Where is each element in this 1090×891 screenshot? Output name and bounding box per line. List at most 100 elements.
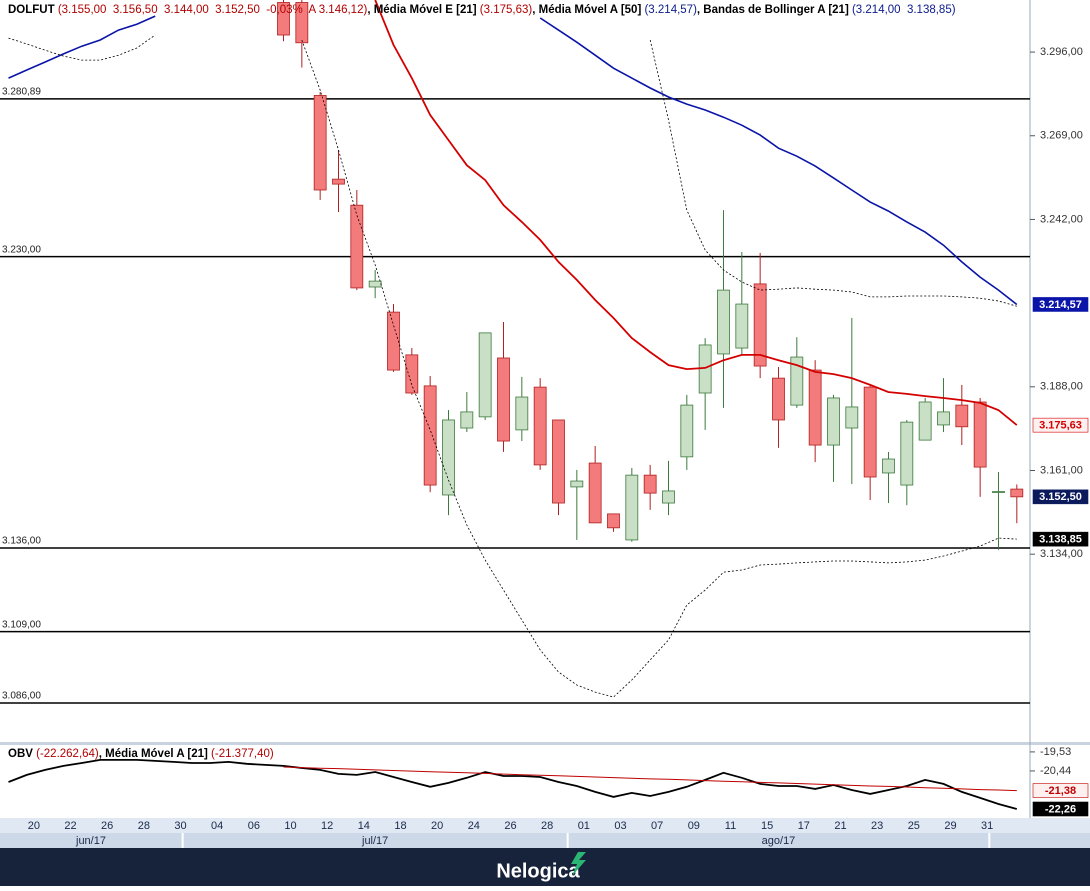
candle-body	[588, 462, 602, 524]
candle-body	[387, 311, 400, 371]
brand-logo	[571, 852, 586, 876]
price-badge-label: 3.175,63	[1039, 420, 1082, 432]
price-badge	[1032, 417, 1089, 433]
month-label: jul/17	[361, 835, 388, 847]
candle-body	[863, 386, 877, 478]
x-tick-label: 10	[284, 820, 296, 832]
candle-body	[442, 419, 455, 496]
price-badge	[1032, 297, 1089, 312]
candle-body	[717, 289, 730, 355]
price-badge	[1032, 801, 1089, 817]
series-line	[8, 15, 1018, 306]
indicator-legend: OBV (-22.262,64), Média Móvel A [21] (-2…	[8, 748, 274, 760]
candle-body	[332, 178, 345, 185]
candle-body	[992, 491, 1005, 493]
price-badge	[1032, 783, 1089, 798]
legend-text: , Média Móvel E [21]	[367, 4, 476, 16]
candle-body	[533, 386, 547, 466]
candle-body	[845, 406, 859, 429]
panel-separator	[0, 742, 1090, 745]
candle-body	[662, 490, 675, 504]
candle-body	[625, 474, 639, 541]
candle-body	[1010, 488, 1024, 498]
horizontal-line-label: 3.280,89	[2, 87, 41, 98]
legend-text: (-22.262,64)	[33, 748, 99, 760]
candle-body	[607, 513, 620, 529]
candle-body	[295, 2, 309, 44]
legend-text: (3.214,00 3.138,85)	[849, 4, 956, 16]
y-tick-label: 3.296,00	[1040, 46, 1083, 58]
candle-body	[405, 354, 419, 394]
y-tick-label: -20,44	[1040, 765, 1071, 777]
horizontal-line-label: 3.109,00	[2, 619, 41, 630]
price-badge-label: 3.152,50	[1039, 491, 1082, 503]
price-plot: 3.280,89 3.230,00 3.136,00 3.109,00 3.086,00	[0, 0, 1030, 704]
legend-text: , Média Móvel A [50]	[532, 4, 641, 16]
x-tick-label: 31	[981, 820, 993, 832]
price-badge-label: 3.214,57	[1039, 299, 1082, 311]
x-tick-label: 09	[688, 820, 700, 832]
candle-body	[937, 411, 950, 426]
legend-text: (3.214,57)	[641, 4, 697, 16]
candle-body	[827, 397, 840, 446]
x-tick-label: 20	[431, 820, 443, 832]
x-tick-label: 30	[174, 820, 186, 832]
x-tick-label: 18	[394, 820, 406, 832]
series-line	[8, 759, 1018, 810]
candle-body	[460, 411, 474, 429]
candle-body	[955, 404, 969, 428]
x-tick-label: 28	[541, 820, 553, 832]
x-tick-label: 24	[468, 820, 480, 832]
price-badge-label: 3.138,85	[1039, 534, 1082, 546]
candle-body	[900, 421, 914, 486]
x-tick-label: 03	[614, 820, 626, 832]
x-tick-label: 06	[248, 820, 260, 832]
x-tick-label: 15	[761, 820, 773, 832]
y-tick-label: 3.161,00	[1040, 464, 1083, 476]
horizontal-line-label: 3.230,00	[2, 244, 41, 255]
legend-text: OBV	[8, 748, 33, 760]
series-line	[283, 766, 1017, 792]
x-tick-label: 26	[101, 820, 113, 832]
candle-body	[368, 280, 382, 288]
legend-text: DOLFUT	[8, 4, 55, 16]
legend-text: (3.175,63)	[477, 4, 533, 16]
x-tick-label: 17	[798, 820, 810, 832]
series-line	[8, 34, 1017, 307]
candle-body	[277, 2, 290, 36]
price-badge-label: -21,38	[1045, 785, 1076, 797]
footer-bar	[0, 848, 1090, 886]
y-tick-label: 3.188,00	[1040, 381, 1083, 393]
legend-text: (3.155,00 3.156,50 3.144,00 3.152,50 -0,…	[55, 4, 368, 16]
x-tick-label: 29	[944, 820, 956, 832]
y-tick-label: 3.134,00	[1040, 548, 1083, 560]
x-tick-label: 04	[211, 820, 223, 832]
candle-body	[478, 332, 492, 418]
candle-body	[552, 419, 565, 504]
indicator-legend: DOLFUT (3.155,00 3.156,50 3.144,00 3.152…	[8, 4, 956, 16]
candle-body	[753, 283, 767, 367]
month-label: ago/17	[762, 835, 796, 847]
date-axis	[0, 818, 1090, 833]
legend-text: (-21.377,40)	[208, 748, 274, 760]
y-tick-label: 3.242,00	[1040, 213, 1083, 225]
candle-body	[735, 303, 749, 349]
obv-plot	[8, 759, 1018, 810]
x-tick-label: 07	[651, 820, 663, 832]
x-tick-label: 22	[64, 820, 76, 832]
candle-body	[497, 357, 510, 442]
candle-body	[918, 401, 932, 441]
series-line	[301, 39, 1017, 698]
y-tick-label: -19,53	[1040, 746, 1071, 758]
candle-body	[570, 480, 584, 488]
legend-text: , Média Móvel A [21]	[99, 748, 208, 760]
horizontal-line-label: 3.086,00	[2, 691, 41, 702]
candle-body	[643, 474, 657, 494]
x-tick-label: 26	[504, 820, 516, 832]
x-tick-label: 25	[908, 820, 920, 832]
month-axis	[0, 833, 1090, 848]
x-tick-label: 11	[725, 820, 736, 832]
x-tick-label: 14	[358, 820, 370, 832]
